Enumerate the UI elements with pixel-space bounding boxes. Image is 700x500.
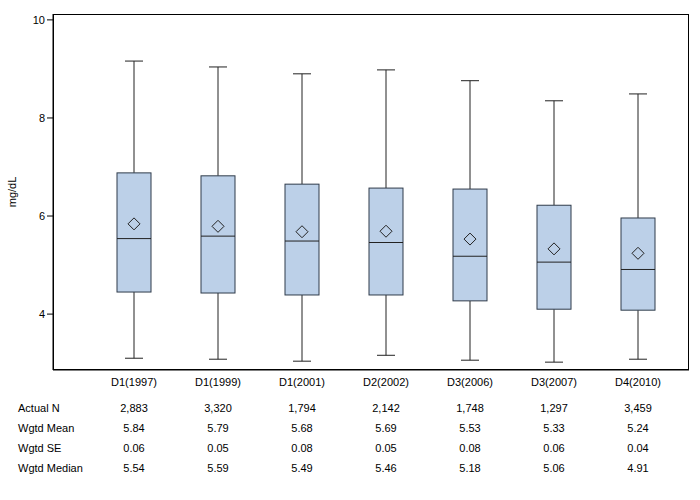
svg-text:5.46: 5.46: [375, 462, 396, 474]
svg-text:0.08: 0.08: [459, 442, 480, 454]
svg-text:0.06: 0.06: [123, 442, 144, 454]
svg-text:D1(1997): D1(1997): [111, 376, 157, 388]
svg-text:5.53: 5.53: [459, 422, 480, 434]
svg-text:0.05: 0.05: [375, 442, 396, 454]
svg-text:1,748: 1,748: [456, 402, 484, 414]
svg-text:4: 4: [39, 308, 45, 320]
svg-text:D1(1999): D1(1999): [195, 376, 241, 388]
svg-text:D1(2001): D1(2001): [279, 376, 325, 388]
svg-text:1,794: 1,794: [288, 402, 316, 414]
svg-text:10: 10: [33, 14, 45, 26]
svg-text:5.18: 5.18: [459, 462, 480, 474]
svg-text:2,142: 2,142: [372, 402, 400, 414]
svg-text:Wgtd SE: Wgtd SE: [18, 442, 61, 454]
svg-text:5.69: 5.69: [375, 422, 396, 434]
svg-text:D3(2006): D3(2006): [447, 376, 493, 388]
svg-text:5.24: 5.24: [627, 422, 648, 434]
svg-text:1,297: 1,297: [540, 402, 568, 414]
svg-text:5.33: 5.33: [543, 422, 564, 434]
svg-text:2,883: 2,883: [120, 402, 148, 414]
svg-text:5.06: 5.06: [543, 462, 564, 474]
svg-text:3,320: 3,320: [204, 402, 232, 414]
svg-text:5.84: 5.84: [123, 422, 144, 434]
svg-text:0.06: 0.06: [543, 442, 564, 454]
svg-text:mg/dL: mg/dL: [8, 177, 18, 208]
svg-text:5.49: 5.49: [291, 462, 312, 474]
svg-text:D2(2002): D2(2002): [363, 376, 409, 388]
svg-text:4.91: 4.91: [627, 462, 648, 474]
svg-text:5.79: 5.79: [207, 422, 228, 434]
svg-text:8: 8: [39, 112, 45, 124]
svg-text:6: 6: [39, 210, 45, 222]
svg-text:0.04: 0.04: [627, 442, 648, 454]
svg-text:5.54: 5.54: [123, 462, 144, 474]
svg-text:Wgtd Mean: Wgtd Mean: [18, 422, 74, 434]
svg-text:Wgtd Median: Wgtd Median: [18, 462, 83, 474]
svg-text:0.05: 0.05: [207, 442, 228, 454]
svg-text:5.59: 5.59: [207, 462, 228, 474]
svg-text:D4(2010): D4(2010): [615, 376, 661, 388]
svg-text:5.68: 5.68: [291, 422, 312, 434]
svg-text:D3(2007): D3(2007): [531, 376, 577, 388]
svg-text:0.08: 0.08: [291, 442, 312, 454]
svg-text:3,459: 3,459: [624, 402, 652, 414]
svg-text:Actual N: Actual N: [18, 402, 60, 414]
